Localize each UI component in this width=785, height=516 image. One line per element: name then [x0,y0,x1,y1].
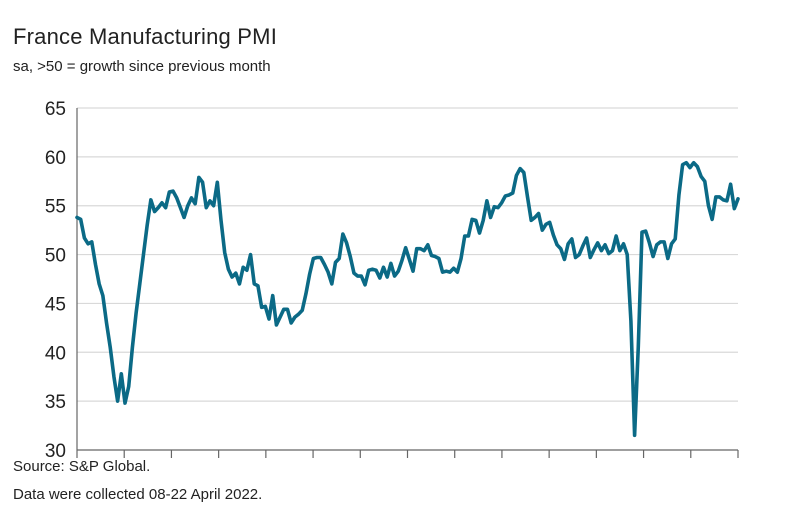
source-note: Source: S&P Global. [13,458,151,475]
y-tick-label: 65 [45,99,66,120]
y-tick-label: 45 [45,294,66,315]
y-tick-label: 55 [45,197,66,218]
chart-title: France Manufacturing PMI [13,24,278,49]
y-tick-label: 40 [45,343,66,364]
y-tick-label: 60 [45,148,66,169]
y-tick-label: 50 [45,246,66,267]
chart-subtitle: sa, >50 = growth since previous month [13,58,271,75]
y-axis: 30 35 40 45 50 55 60 65 [45,99,66,462]
x-axis [76,108,739,458]
series-layer [75,160,740,438]
pmi-series-line [75,160,740,438]
y-tick-label: 35 [45,392,66,413]
y-tick-label: 30 [45,441,66,462]
data-collection-note: Data were collected 08-22 April 2022. [13,486,263,503]
